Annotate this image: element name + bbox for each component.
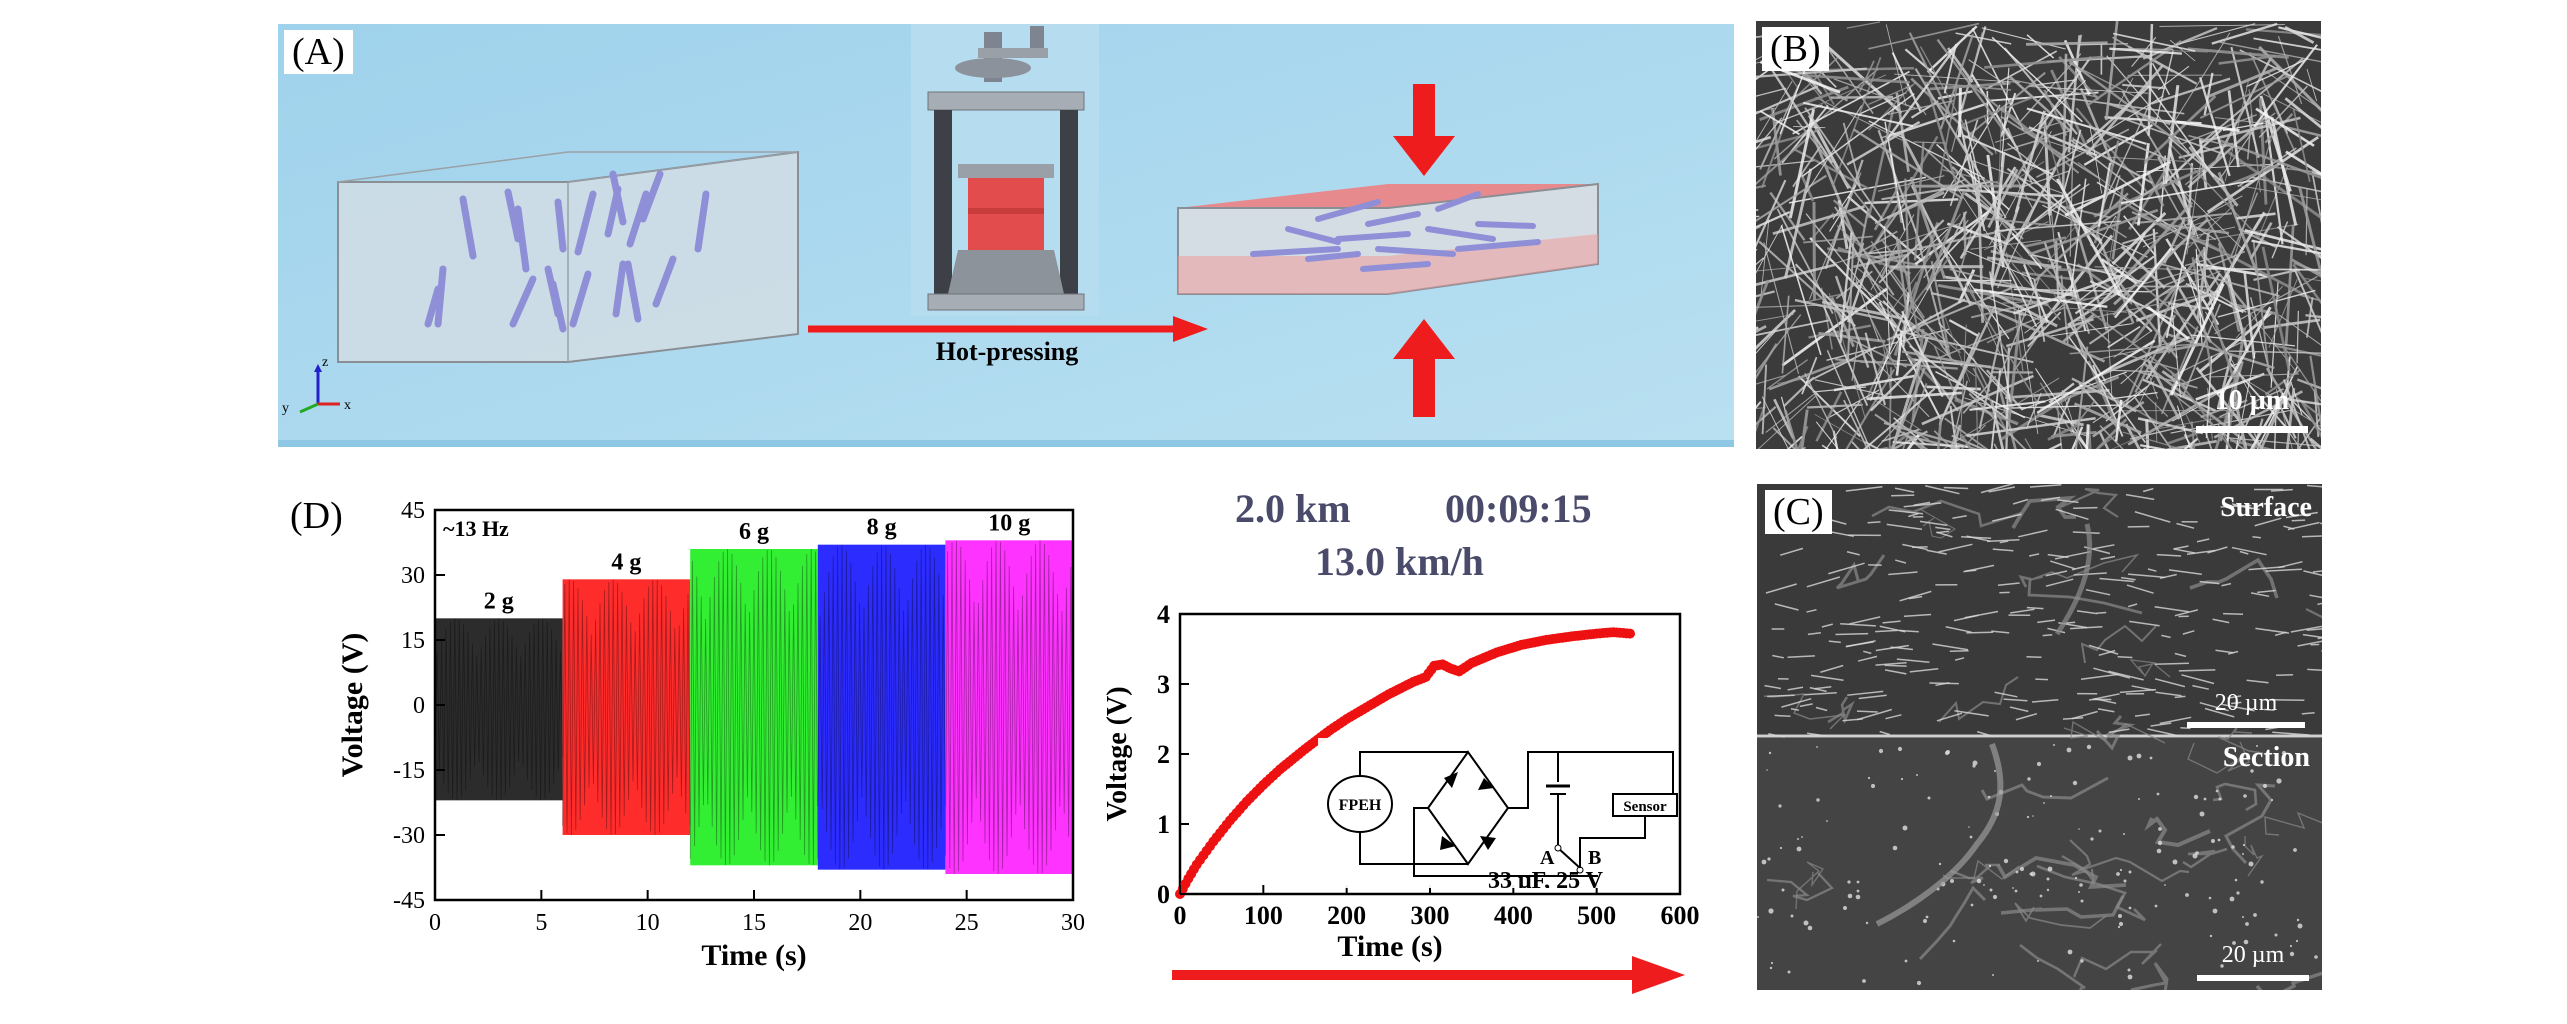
panel-c-scale-label-bottom: 20 µm [2221, 942, 2285, 968]
chart1-ytick-label: 0 [413, 693, 425, 719]
panel-a: z x y Hot-pressing [278, 24, 1734, 447]
chart2-xtick-label: 600 [1661, 901, 1700, 930]
circuit-switch-a: A [1540, 847, 1555, 869]
chart2-xtick-label: 400 [1494, 901, 1533, 930]
panel-c-scale-bar-top [2187, 722, 2305, 728]
hot-pressing-label: Hot-pressing [936, 337, 1079, 366]
panel-c-sem-image [1757, 484, 2322, 990]
chart1-xtick-label: 15 [742, 910, 766, 936]
composite-box-before [337, 150, 799, 363]
chart1-xtick-label: 25 [955, 910, 979, 936]
progress-arrow [1172, 956, 1685, 994]
chart1-annotation: ~13 Hz [443, 516, 509, 541]
chart1-ytick-label: -45 [393, 888, 425, 914]
press-arrow-up [1393, 319, 1455, 417]
chart1-ylabel: Voltage (V) [336, 633, 369, 778]
circuit-capacitor-label: 33 μF, 25 V [1488, 868, 1604, 888]
chart2-xtick-label: 0 [1174, 901, 1187, 930]
axis-x-label: x [344, 398, 351, 413]
chart2-ylabel: Voltage (V) [1102, 686, 1133, 821]
chart2-xtick-label: 100 [1244, 901, 1283, 930]
chart2-ytick-label: 2 [1157, 740, 1170, 769]
chart2-xtick-label: 500 [1577, 901, 1616, 930]
composite-box-after [1177, 182, 1599, 295]
nanowire-texture [1756, 21, 2321, 449]
hot-press-machine [911, 24, 1099, 316]
chart1-ytick-label: -15 [393, 758, 425, 784]
chart1-xtick-label: 0 [429, 910, 441, 936]
chart2-xtick-label: 200 [1327, 901, 1366, 930]
chart1-xtick-label: 30 [1061, 910, 1085, 936]
panel-b-label: (B) [1762, 27, 1829, 71]
chart1-ytick-label: 15 [401, 628, 425, 654]
series-label-4-g: 4 g [611, 549, 641, 575]
press-arrow-down [1393, 84, 1455, 176]
chart2-ytick-label: 3 [1157, 670, 1170, 699]
series-label-10-g: 10 g [988, 510, 1030, 536]
chart1-ytick-label: 30 [401, 563, 425, 589]
chart1-xtick-label: 5 [535, 910, 547, 936]
chart1-xlabel: Time (s) [701, 939, 806, 972]
chart1-xtick-label: 20 [848, 910, 872, 936]
panel-b-scale-label: 10 µm [2214, 385, 2290, 416]
axis-z-label: z [322, 355, 328, 370]
chart1-ytick-label: -30 [393, 823, 425, 849]
film-texture [1757, 484, 2322, 990]
panel-c-scale-bar-bottom [2197, 975, 2309, 981]
display-speed: 13.0 km/h [1315, 539, 1484, 584]
panel-a-illustration: z x y Hot-pressing [278, 24, 1734, 447]
panel-b-scale-bar [2196, 426, 2308, 433]
series-block-8-g [817, 544, 946, 870]
display-distance: 2.0 km [1235, 486, 1351, 531]
circuit-fpeh-label: FPEH [1339, 797, 1382, 814]
chart1-ytick-label: 45 [401, 498, 425, 524]
panel-b: (B) 10 µm [1756, 21, 2321, 449]
series-block-2-g [434, 618, 563, 801]
chart2-ytick-label: 1 [1157, 810, 1170, 839]
panel-b-sem-image [1756, 21, 2321, 449]
data-point [1625, 628, 1635, 639]
hot-pressing-arrow [808, 316, 1208, 342]
axis-triad: z x y [282, 355, 351, 416]
series-label-6-g: 6 g [739, 519, 769, 545]
axis-y-label: y [282, 401, 289, 416]
series-label-2-g: 2 g [484, 588, 514, 614]
panel-d-label: (D) [290, 495, 343, 537]
series-block-6-g [689, 549, 819, 866]
surface-label: Surface [2220, 492, 2312, 523]
series-block-10-g [945, 540, 1074, 874]
circuit-switch-b: B [1588, 847, 1601, 869]
panel-c: (C) Surface Section 20 µm 20 µm [1757, 484, 2322, 990]
chart2-ytick-label: 4 [1157, 600, 1170, 629]
circuit-inset: FPEH Sensor A B 33 μF, 25 V [1318, 738, 1678, 888]
section-label: Section [2222, 742, 2310, 773]
chart2-xlabel: Time (s) [1337, 930, 1442, 963]
chart1-xtick-label: 10 [636, 910, 660, 936]
panel-a-label: (A) [284, 30, 353, 74]
display-time: 00:09:15 [1445, 486, 1592, 531]
circuit-sensor-label: Sensor [1623, 799, 1667, 815]
panel-c-label: (C) [1765, 490, 1832, 534]
panel-c-scale-label-top: 20 µm [2214, 690, 2278, 716]
chart2-xtick-label: 300 [1411, 901, 1450, 930]
series-block-4-g [562, 579, 691, 836]
series-label-8-g: 8 g [867, 515, 897, 541]
chart2-ytick-label: 0 [1157, 880, 1170, 909]
